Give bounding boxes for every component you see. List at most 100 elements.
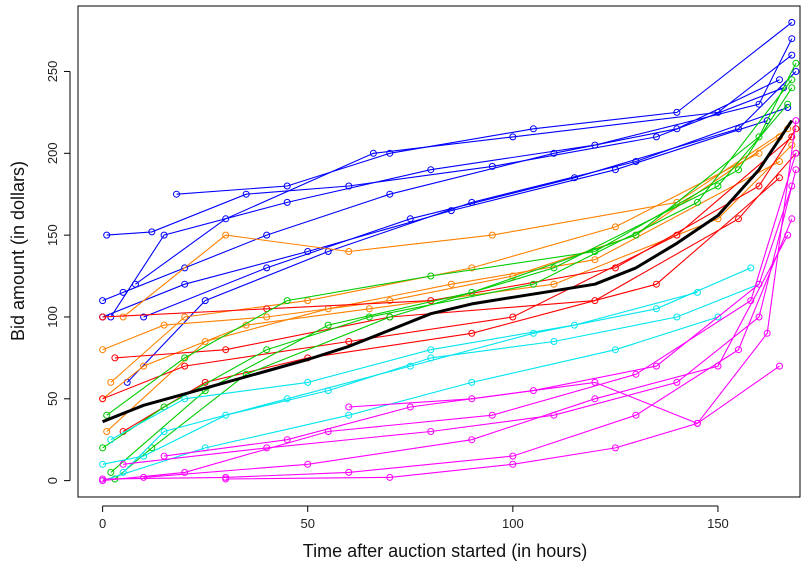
plot-frame: [77, 5, 801, 498]
bid-series-line: [102, 128, 797, 318]
bid-point: [529, 280, 537, 288]
bid-point: [345, 403, 353, 411]
bid-point: [304, 248, 312, 255]
bid-series-line: [176, 21, 793, 195]
y-tick-label: 50: [45, 392, 60, 406]
bid-series-line: [102, 218, 793, 480]
bid-point: [755, 100, 763, 108]
bid-point: [788, 51, 796, 59]
bid-point: [119, 460, 127, 468]
bid-point: [488, 231, 496, 239]
bid-point: [103, 411, 111, 419]
bid-series-line: [225, 120, 797, 480]
bid-series: [99, 125, 800, 321]
bid-series-line: [110, 152, 760, 383]
bid-series-line: [102, 136, 793, 400]
bid-point: [792, 125, 800, 133]
bid-series-line: [106, 161, 780, 432]
bid-point: [140, 313, 148, 321]
bid-point: [222, 346, 230, 354]
bid-point: [792, 117, 800, 125]
bid-point: [570, 174, 578, 182]
bid-point: [591, 248, 599, 255]
bid-point: [201, 338, 209, 345]
bid-series: [111, 100, 792, 483]
bid-point: [181, 395, 189, 403]
bid-series: [99, 76, 783, 305]
y-axis-title: Bid amount (in dollars): [8, 161, 28, 341]
bid-point: [792, 68, 800, 75]
bid-series-line: [106, 87, 793, 416]
bid-point: [632, 231, 640, 239]
bid-point: [427, 166, 435, 174]
bid-point: [181, 280, 189, 288]
bid-series-line: [110, 291, 698, 441]
bid-point: [784, 231, 792, 239]
bid-point: [788, 215, 796, 223]
bid-point: [99, 477, 107, 485]
bid-point: [181, 362, 189, 370]
bid-series-line: [114, 103, 789, 480]
bid-point: [386, 190, 394, 198]
bid-point: [107, 378, 115, 386]
bid-point: [263, 231, 271, 239]
bid-point: [488, 411, 496, 419]
bid-point: [488, 162, 496, 170]
bid-point: [406, 403, 414, 411]
bid-point: [611, 166, 619, 174]
bid-point: [529, 329, 537, 337]
bid-point: [99, 297, 107, 305]
bid-point: [427, 428, 435, 435]
bid-point: [181, 354, 189, 362]
bid-point: [591, 395, 599, 403]
bid-point: [222, 231, 230, 239]
x-tick-label: 0: [99, 516, 106, 531]
bid-point: [591, 378, 599, 386]
bid-point: [776, 362, 783, 370]
bid-series-line: [102, 79, 780, 302]
bid-point: [529, 125, 537, 133]
bid-series-line: [102, 79, 793, 449]
bid-series-line: [106, 87, 784, 236]
bid-point: [148, 228, 156, 236]
bid-point: [776, 158, 783, 165]
bid-point: [792, 149, 800, 157]
bid-point: [693, 419, 701, 427]
bid-point: [509, 272, 517, 280]
x-tick-label: 100: [502, 516, 524, 531]
bid-point: [99, 395, 107, 403]
bid-point: [792, 166, 800, 174]
x-tick-label: 50: [300, 516, 314, 531]
bid-point: [755, 133, 763, 141]
bid-point: [468, 395, 476, 403]
bid-point: [181, 264, 189, 272]
bid-point: [509, 133, 517, 141]
bid-point: [755, 280, 763, 288]
bid-point: [119, 288, 127, 296]
bid-point: [427, 272, 435, 280]
y-tick-label: 0: [45, 477, 60, 484]
bid-point: [673, 125, 681, 133]
bid-point: [181, 468, 189, 476]
bid-point: [406, 362, 414, 370]
bid-point: [99, 444, 107, 452]
bid-point: [652, 362, 660, 370]
bid-point: [611, 223, 619, 231]
bid-point: [148, 444, 156, 452]
bid-series-line: [135, 54, 793, 285]
bid-point: [673, 313, 681, 321]
bid-point: [570, 321, 578, 329]
bid-point: [140, 473, 148, 481]
bid-point: [755, 313, 763, 321]
bid-series: [222, 117, 800, 483]
bid-point: [776, 174, 783, 182]
bid-point: [160, 428, 168, 435]
bid-point: [714, 362, 722, 370]
bid-series: [107, 149, 763, 386]
bid-point: [345, 248, 353, 255]
bid-point: [788, 18, 796, 26]
bid-point: [131, 280, 139, 288]
bid-point: [652, 133, 660, 141]
bid-series: [173, 18, 796, 198]
